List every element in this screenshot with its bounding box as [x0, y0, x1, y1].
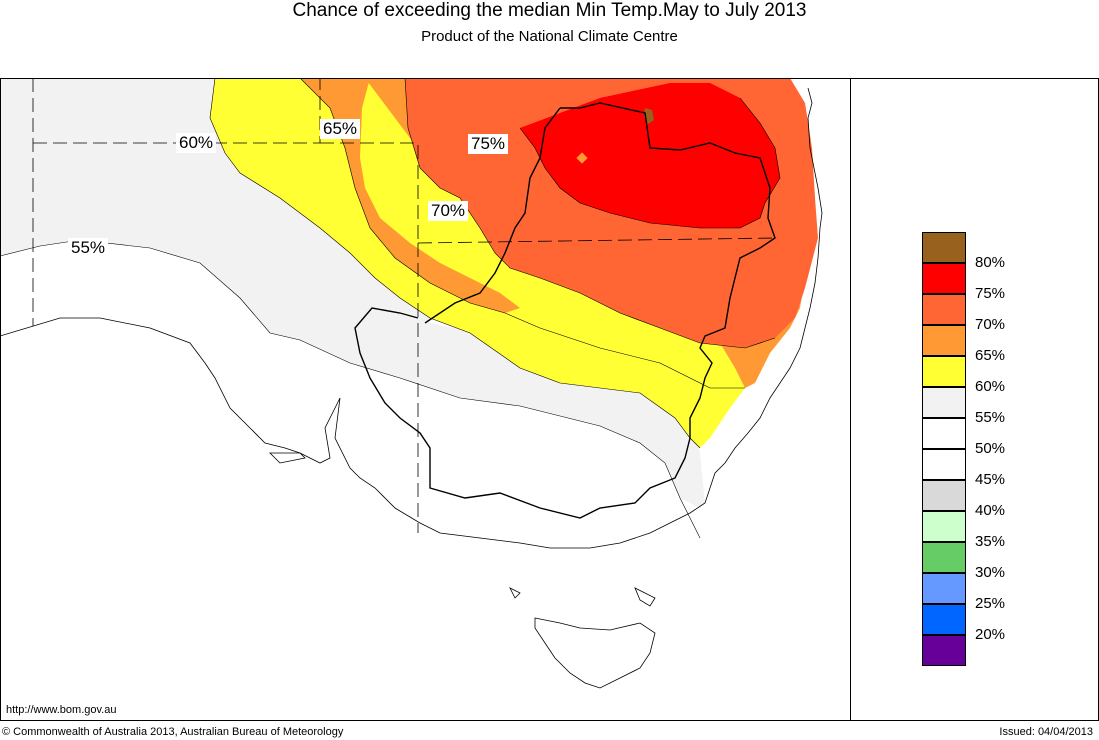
legend-panel — [850, 78, 1099, 721]
legend-label: 40% — [975, 502, 1006, 519]
legend-swatch — [922, 573, 966, 604]
legend-label: 80% — [975, 254, 1006, 271]
legend-swatch — [922, 294, 966, 325]
probability-map — [0, 78, 850, 721]
issued-date: Issued: 04/04/2013 — [999, 726, 1093, 738]
legend-swatch — [922, 480, 966, 511]
border-nsw-north — [424, 107, 561, 324]
zone-60 — [210, 78, 745, 448]
legend-swatch — [922, 263, 966, 294]
legend-label: 25% — [975, 595, 1006, 612]
contour-55 — [0, 239, 701, 539]
legend-label: 55% — [975, 409, 1006, 426]
legend-swatch — [922, 356, 966, 387]
coastline-south — [0, 87, 823, 549]
contour-label-70: 70% — [428, 201, 469, 221]
legend-swatch — [922, 449, 966, 480]
map-subtitle: Product of the National Climate Centre — [421, 28, 678, 45]
contour-70 — [404, 78, 776, 349]
legend-label: 50% — [975, 440, 1006, 457]
contour-label-75: 75% — [468, 134, 509, 154]
legend-swatch — [922, 232, 966, 263]
legend-swatch — [922, 511, 966, 542]
legend-label: 65% — [975, 347, 1006, 364]
legend-label: 30% — [975, 564, 1006, 581]
contour-75 — [519, 97, 781, 229]
contour-60 — [209, 78, 701, 449]
legend-label: 35% — [975, 533, 1006, 550]
legend-label: 45% — [975, 471, 1006, 488]
legend-swatch — [922, 604, 966, 635]
copyright-notice: © Commonwealth of Australia 2013, Austra… — [2, 726, 344, 738]
contour-label-65: 65% — [320, 119, 361, 139]
legend-label: 75% — [975, 285, 1006, 302]
legend-swatch — [922, 418, 966, 449]
contour-label-60: 60% — [176, 133, 217, 153]
legend-swatch — [922, 325, 966, 356]
website-url: http://www.bom.gov.au — [6, 704, 117, 716]
zone-55-band — [0, 78, 705, 508]
coastline-tasmania — [534, 617, 656, 689]
legend-swatch — [922, 635, 966, 666]
coastline-kangaroo-island — [269, 452, 306, 464]
coastline-islands — [509, 587, 656, 607]
legend-swatch — [922, 542, 966, 573]
contour-label-55: 55% — [68, 238, 109, 258]
legend-label: 70% — [975, 316, 1006, 333]
map-title: Chance of exceeding the median Min Temp.… — [292, 0, 807, 21]
legend-swatch — [922, 387, 966, 418]
legend-label: 60% — [975, 378, 1006, 395]
contour-65 — [299, 78, 745, 389]
border-qld-nsw — [354, 102, 776, 519]
zone-75 — [520, 83, 780, 228]
legend-label: 20% — [975, 626, 1006, 643]
border-sa-qld — [320, 142, 419, 243]
